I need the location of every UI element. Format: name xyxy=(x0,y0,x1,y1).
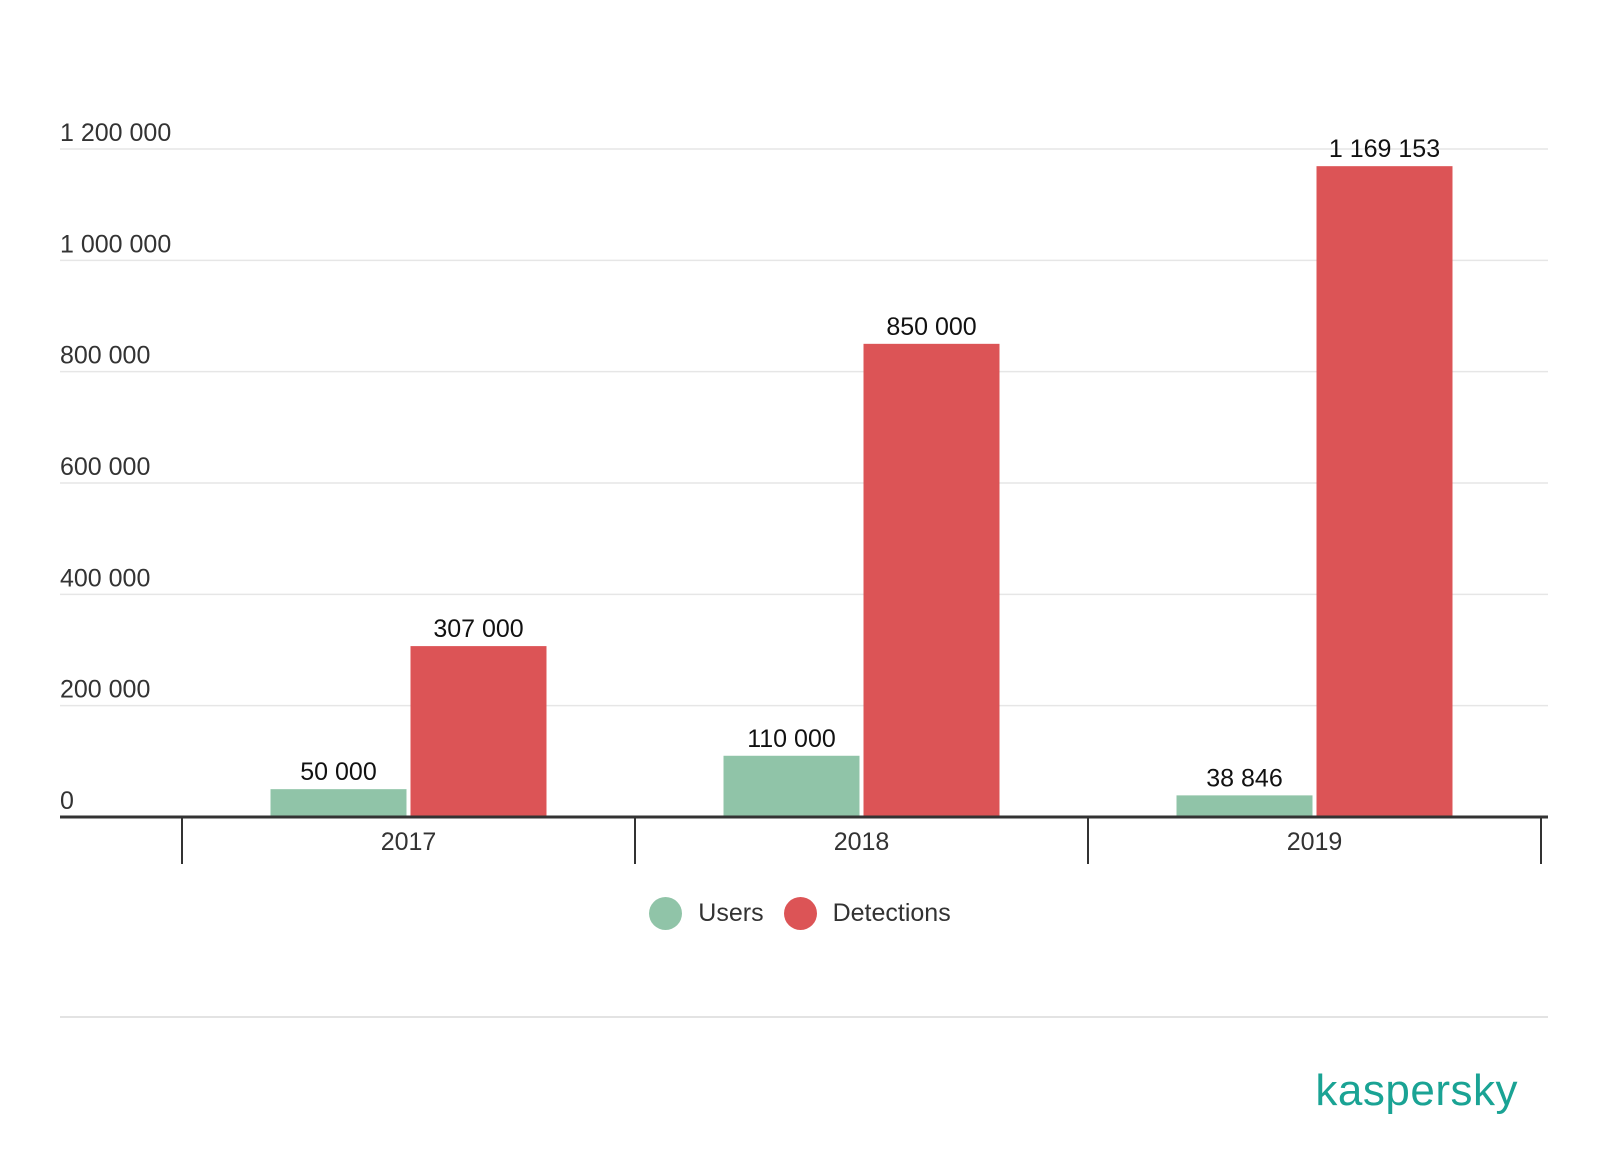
y-tick-label: 800 000 xyxy=(60,342,150,370)
legend-detections-label: Detections xyxy=(832,898,951,927)
y-tick-label: 200 000 xyxy=(60,676,150,704)
data-label: 50 000 xyxy=(300,758,376,786)
x-tick-label: 2019 xyxy=(1287,828,1343,856)
data-label: 850 000 xyxy=(886,313,976,341)
y-tick-label: 1 200 000 xyxy=(60,119,171,147)
legend: Users Detections xyxy=(0,888,1600,938)
data-labels: 50 000 307 000 110 000 850 000 38 846 1 169 1… xyxy=(300,135,1440,792)
kaspersky-logo: kaspersky xyxy=(1315,1066,1518,1115)
bar-users-2019[interactable] xyxy=(1176,795,1313,817)
y-tick-label: 0 xyxy=(60,787,74,815)
y-tick-label: 600 000 xyxy=(60,453,150,481)
y-axis-tick-labels: 0 200 000 400 000 600 000 800 000 1 000 000 1 … xyxy=(60,119,171,815)
legend-users-label: Users xyxy=(698,898,764,927)
legend-item-users[interactable]: Users xyxy=(649,896,764,930)
bar-users-2018[interactable] xyxy=(723,755,860,817)
bar-detections-2019[interactable] xyxy=(1316,166,1453,817)
y-tick-label: 400 000 xyxy=(60,564,150,592)
bar-users-2017[interactable] xyxy=(270,789,407,817)
y-tick-label: 1 000 000 xyxy=(60,230,171,258)
data-label: 38 846 xyxy=(1206,764,1282,792)
footer-divider xyxy=(60,1016,1548,1018)
x-tick-label: 2017 xyxy=(381,828,437,856)
bars xyxy=(270,166,1453,817)
legend-detections-swatch xyxy=(783,896,817,930)
bar-detections-2017[interactable] xyxy=(410,646,547,817)
x-tick-label: 2018 xyxy=(834,828,890,856)
legend-users-swatch xyxy=(649,896,683,930)
data-label: 110 000 xyxy=(747,725,836,753)
x-axis: 2017 2018 2019 xyxy=(60,815,1548,864)
legend-item-detections[interactable]: Detections xyxy=(783,896,951,930)
data-label: 1 169 153 xyxy=(1329,135,1440,163)
bar-detections-2018[interactable] xyxy=(863,343,1000,817)
grid-lines xyxy=(60,148,1548,707)
data-label: 307 000 xyxy=(433,615,523,643)
